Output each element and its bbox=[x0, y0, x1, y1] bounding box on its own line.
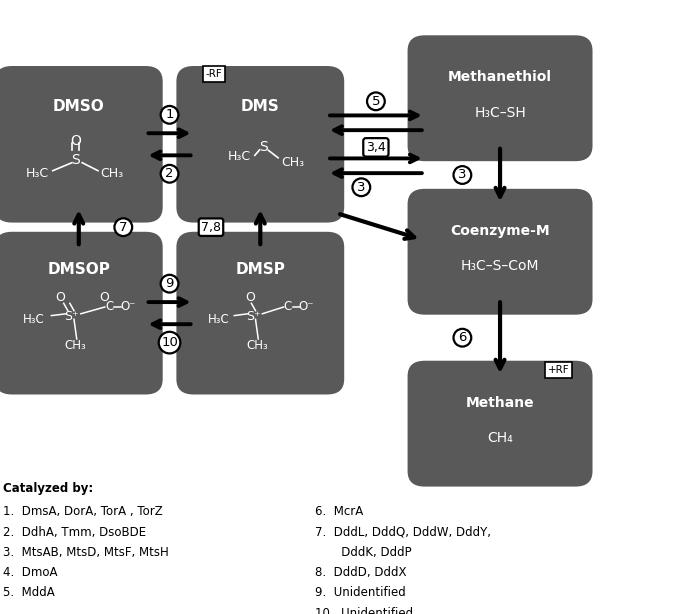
Text: Methane: Methane bbox=[466, 395, 534, 410]
Text: 9: 9 bbox=[165, 277, 174, 290]
Text: 6: 6 bbox=[458, 331, 466, 344]
Text: S: S bbox=[71, 153, 79, 166]
Text: O⁻: O⁻ bbox=[121, 300, 136, 314]
Text: C: C bbox=[105, 300, 114, 314]
Text: O⁻: O⁻ bbox=[299, 300, 314, 314]
FancyBboxPatch shape bbox=[176, 66, 344, 223]
Text: 10.  Unidentified: 10. Unidentified bbox=[315, 607, 413, 614]
Text: CH₃: CH₃ bbox=[100, 166, 123, 180]
Text: 6.  McrA: 6. McrA bbox=[315, 505, 363, 518]
Text: 3: 3 bbox=[357, 181, 366, 194]
Text: 9.  Unidentified: 9. Unidentified bbox=[315, 586, 406, 599]
Text: H₃C–S–CoM: H₃C–S–CoM bbox=[461, 259, 539, 273]
Text: 2.  DdhA, Tmm, DsoBDE: 2. DdhA, Tmm, DsoBDE bbox=[3, 526, 147, 538]
Text: DMSO: DMSO bbox=[53, 99, 105, 114]
Text: S: S bbox=[260, 141, 268, 154]
Text: H₃C–SH: H₃C–SH bbox=[474, 106, 526, 120]
Text: H₃C: H₃C bbox=[228, 150, 251, 163]
Text: CH₄: CH₄ bbox=[487, 431, 513, 445]
Text: S⁺: S⁺ bbox=[64, 309, 79, 323]
Text: +RF: +RF bbox=[547, 365, 569, 375]
Text: 3,4: 3,4 bbox=[366, 141, 386, 154]
Text: 5: 5 bbox=[372, 95, 380, 108]
FancyBboxPatch shape bbox=[408, 189, 593, 315]
Text: 8.  DddD, DddX: 8. DddD, DddX bbox=[315, 566, 407, 579]
Text: Methanethiol: Methanethiol bbox=[448, 70, 552, 84]
Text: 1.  DmsA, DorA, TorA , TorZ: 1. DmsA, DorA, TorA , TorZ bbox=[3, 505, 163, 518]
Text: Coenzyme-M: Coenzyme-M bbox=[450, 223, 550, 238]
FancyBboxPatch shape bbox=[408, 361, 593, 486]
Text: 3: 3 bbox=[458, 168, 466, 182]
Text: Catalyzed by:: Catalyzed by: bbox=[3, 482, 94, 495]
Text: 10: 10 bbox=[161, 336, 178, 349]
FancyBboxPatch shape bbox=[0, 66, 163, 223]
Text: H₃C: H₃C bbox=[23, 313, 45, 326]
Text: H₃C: H₃C bbox=[26, 166, 49, 180]
Text: 7,8: 7,8 bbox=[201, 220, 221, 234]
Text: O: O bbox=[99, 291, 109, 305]
Text: S⁺: S⁺ bbox=[246, 309, 261, 323]
Text: -RF: -RF bbox=[206, 69, 222, 79]
Text: 7.  DddL, DddQ, DddW, DddY,: 7. DddL, DddQ, DddW, DddY, bbox=[315, 526, 491, 538]
Text: H₃C: H₃C bbox=[208, 313, 230, 326]
Text: DMSP: DMSP bbox=[236, 262, 285, 277]
Text: DMS: DMS bbox=[241, 99, 279, 114]
Text: CH₃: CH₃ bbox=[64, 338, 86, 352]
Text: 3.  MtsAB, MtsD, MtsF, MtsH: 3. MtsAB, MtsD, MtsF, MtsH bbox=[3, 546, 169, 559]
Text: 5.  MddA: 5. MddA bbox=[3, 586, 55, 599]
Text: CH₃: CH₃ bbox=[246, 338, 268, 352]
FancyBboxPatch shape bbox=[0, 231, 163, 395]
Text: O: O bbox=[245, 291, 255, 305]
FancyBboxPatch shape bbox=[176, 231, 344, 395]
Text: DddK, DddP: DddK, DddP bbox=[315, 546, 412, 559]
Text: 4.  DmoA: 4. DmoA bbox=[3, 566, 58, 579]
Text: C: C bbox=[284, 300, 292, 314]
Text: CH₃: CH₃ bbox=[282, 156, 305, 169]
Text: DMSOP: DMSOP bbox=[47, 262, 110, 277]
FancyBboxPatch shape bbox=[408, 36, 593, 161]
Text: O: O bbox=[70, 134, 81, 148]
Text: 1: 1 bbox=[165, 108, 174, 122]
Text: 2: 2 bbox=[165, 167, 174, 181]
Text: O: O bbox=[55, 291, 65, 305]
Text: 7: 7 bbox=[119, 220, 127, 234]
